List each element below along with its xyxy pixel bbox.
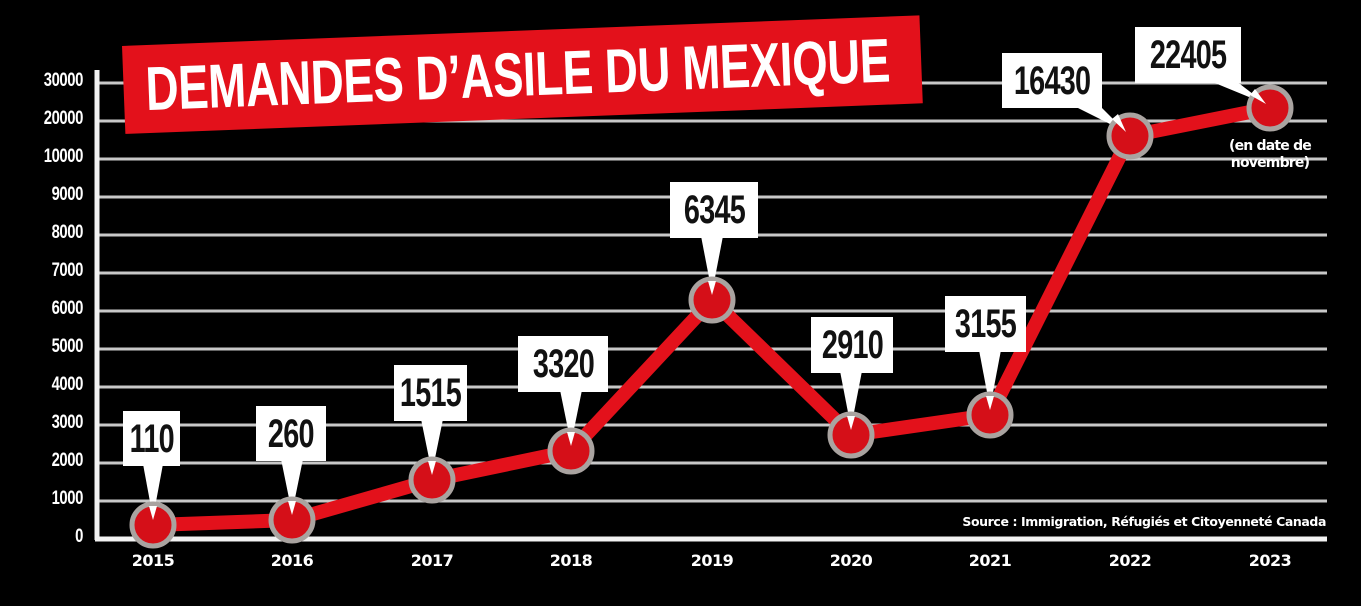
y-tick: 20000 [43, 108, 84, 129]
y-tick: 1000 [51, 488, 84, 509]
value-label-2021: 3155 [945, 296, 1026, 352]
y-tick: 6000 [51, 298, 84, 319]
x-tick: 2022 [1108, 551, 1152, 570]
pointer-tips [149, 89, 1266, 520]
y-tick: 7000 [51, 260, 84, 281]
value-label-2023: 22405 [1135, 27, 1241, 83]
annotation-2023-note: (en date de novembre) [1210, 138, 1330, 172]
y-tick: 2000 [51, 450, 84, 471]
value-label-2017: 1515 [394, 365, 467, 421]
value-label-2020: 2910 [811, 317, 893, 373]
data-markers [129, 84, 1294, 549]
value-label-2019: 6345 [670, 182, 758, 238]
x-tick: 2018 [549, 551, 593, 570]
x-tick: 2015 [131, 551, 175, 570]
x-tick: 2019 [690, 551, 734, 570]
y-tick: 4000 [51, 374, 84, 395]
value-label-2016: 260 [256, 406, 326, 461]
y-tick: 8000 [51, 222, 84, 243]
x-tick: 2023 [1248, 551, 1292, 570]
y-tick: 0 [75, 526, 83, 547]
y-tick: 30000 [43, 70, 84, 91]
x-tick: 2016 [270, 551, 314, 570]
y-tick: 3000 [51, 412, 84, 433]
x-tick: 2017 [410, 551, 454, 570]
y-tick: 9000 [51, 184, 84, 205]
x-tick: 2020 [829, 551, 873, 570]
note-line-2: novembre) [1230, 155, 1310, 171]
value-label-2015: 110 [123, 411, 180, 466]
value-label-2018: 3320 [518, 336, 608, 392]
y-tick: 10000 [43, 146, 84, 167]
y-tick: 5000 [51, 336, 84, 357]
note-line-1: (en date de [1229, 138, 1312, 154]
value-label-2022: 16430 [1002, 53, 1102, 108]
x-tick: 2021 [968, 551, 1012, 570]
source-credit: Source : Immigration, Réfugiés et Citoye… [962, 514, 1326, 529]
